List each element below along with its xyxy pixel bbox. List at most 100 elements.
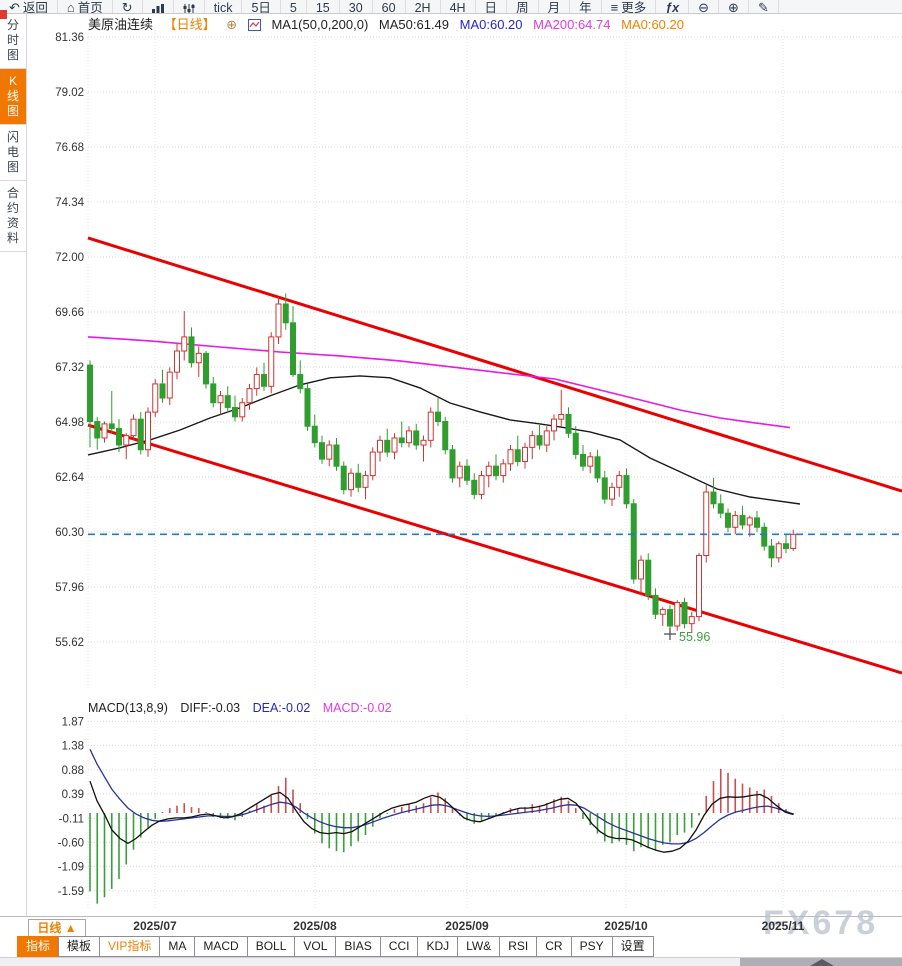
toolbar-5-button[interactable]: 5 <box>281 0 307 14</box>
kline-macd-chart-canvas[interactable]: 55.96 81.36 79.02 76.68 74.34 72.00 69.66 67.3… <box>0 13 902 916</box>
bar-chart-icon <box>151 4 164 13</box>
toolbar-label: 2H <box>414 1 431 14</box>
period-dropdown[interactable]: 日线 ▲ <box>28 919 86 937</box>
toolbar-menu-button[interactable]: ≡ 更多 <box>602 0 657 13</box>
back-icon: ↶ <box>9 0 20 14</box>
x-axis-row: 日线 ▲ 2025/07 2025/08 2025/09 2025/10 2025/11 <box>0 916 902 937</box>
refresh-icon: ↻ <box>121 0 133 14</box>
tab-BIAS[interactable]: BIAS <box>335 936 381 957</box>
toolbar-sliders-button[interactable] <box>174 0 205 13</box>
tab-PSY[interactable]: PSY <box>570 936 613 957</box>
sliders-icon <box>183 4 195 13</box>
svg-text:1.87: 1.87 <box>62 716 84 728</box>
toolbar-4H-button[interactable]: 4H <box>441 0 476 14</box>
toolbar-back-button[interactable]: ↶ 返回 <box>0 0 58 14</box>
toolbar-label: 5日 <box>251 1 271 14</box>
toolbar-zoom-out-button[interactable]: ⊖ <box>689 0 720 14</box>
indicator-tab-bar: 指标 模板 VIP指标 MA MACD BOLL VOL BIAS CCI KDJ LW& RSI CR… <box>17 936 654 957</box>
tab-模板[interactable]: 模板 <box>58 936 101 957</box>
toolbar-label: 5 <box>289 1 297 14</box>
toolbar-label: 15 <box>315 1 330 14</box>
toolbar-label: 年 <box>579 1 592 14</box>
macd-histogram <box>89 768 795 904</box>
sidebar-item-合约资料[interactable]: 合约资料 <box>0 181 26 252</box>
toolbar-2H-button[interactable]: 2H <box>406 0 441 14</box>
toolbar-label: ƒx <box>665 1 680 14</box>
tab-指标[interactable]: 指标 <box>17 936 60 957</box>
toolbar-label: 4H <box>449 1 466 14</box>
scroll-up-arrow[interactable] <box>810 959 834 966</box>
tab-VIP指标[interactable]: VIP指标 <box>99 936 161 957</box>
top-toolbar: ↶ 返回 ⌂ 首页 ↻ tick 5日 5 15 30 60 2H 4H 日周月年 ≡ 更多 ƒx ⊖ ⊕ ✎ <box>0 0 902 14</box>
toolbar-30-button[interactable]: 30 <box>340 0 373 13</box>
toolbar-label: 日 <box>484 1 498 14</box>
toolbar-label: tick <box>213 1 233 14</box>
zoom-out-icon: ⊖ <box>698 0 710 14</box>
macd-diff-line <box>89 780 794 853</box>
svg-text:72.00: 72.00 <box>55 252 84 264</box>
ma0-orange-value: MA0:60.20 <box>621 17 684 32</box>
tab-VOL[interactable]: VOL <box>294 936 337 957</box>
toolbar-周-button[interactable]: 周 <box>507 0 539 14</box>
toolbar-pencil-button[interactable]: ✎ <box>749 0 779 14</box>
toolbar-5日-button[interactable]: 5日 <box>242 0 281 14</box>
svg-text:-0.60: -0.60 <box>58 837 84 849</box>
svg-text:57.96: 57.96 <box>55 582 84 594</box>
toolbar-月-button[interactable]: 月 <box>539 0 571 13</box>
toolbar-zoom-in-button[interactable]: ⊕ <box>719 0 749 14</box>
tab-MACD[interactable]: MACD <box>194 936 248 957</box>
ma-settings: MA1(50,0,200,0) <box>271 17 369 32</box>
macd-header: MACD(13,8,9) DIFF:-0.03 DEA:-0.02 MACD:-… <box>88 701 401 715</box>
tab-BOLL[interactable]: BOLL <box>246 936 296 957</box>
svg-text:62.64: 62.64 <box>55 472 84 484</box>
ma50-line <box>87 375 801 505</box>
toolbar-refresh-button[interactable]: ↻ <box>113 0 143 14</box>
toolbar-label: 首页 <box>77 1 103 14</box>
svg-text:0.88: 0.88 <box>62 765 84 777</box>
sidebar-item-闪电图[interactable]: 闪电图 <box>0 125 26 181</box>
pencil-icon: ✎ <box>757 0 769 14</box>
svg-text:55.96: 55.96 <box>679 630 710 644</box>
kline-header: 美原油连续 【日线】 ⊕ MA1(50,0,200,0) MA50:61.49 … <box>88 14 691 34</box>
toolbar-ƒx-button[interactable]: ƒx <box>656 0 690 14</box>
svg-text:0.39: 0.39 <box>62 789 84 801</box>
candles <box>87 293 797 635</box>
toolbar-日-button[interactable]: 日 <box>476 0 508 14</box>
toolbar-label: 周 <box>516 1 529 14</box>
toolbar-60-button[interactable]: 60 <box>373 0 406 14</box>
tab-设置[interactable]: 设置 <box>611 936 654 957</box>
tab-MA[interactable]: MA <box>159 936 196 957</box>
x-axis-label: 2025/07 <box>133 919 177 933</box>
sidebar-item-分时图[interactable]: 分时图 <box>0 13 26 69</box>
add-indicator-icon[interactable]: ⊕ <box>226 17 238 32</box>
toolbar-label: 60 <box>381 1 396 14</box>
toolbar-bar-chart-button[interactable] <box>143 0 174 13</box>
period-label: 【日线】 <box>163 17 216 32</box>
zoom-in-icon: ⊕ <box>728 0 739 14</box>
svg-text:79.02: 79.02 <box>55 87 84 99</box>
macd-macd-value: MACD:-0.02 <box>322 701 392 715</box>
tab-RSI[interactable]: RSI <box>499 936 538 957</box>
toolbar-tick-button[interactable]: tick <box>205 0 243 14</box>
tab-CR[interactable]: CR <box>536 936 572 957</box>
toolbar-home-button[interactable]: ⌂ 首页 <box>58 0 113 14</box>
toolbar-15-button[interactable]: 15 <box>307 0 340 14</box>
mini-chart-icon[interactable] <box>247 19 261 34</box>
svg-text:-0.11: -0.11 <box>59 813 84 825</box>
ma50-value: MA50:61.49 <box>378 17 450 32</box>
horizontal-scrollbar[interactable] <box>0 957 902 966</box>
tab-KDJ[interactable]: KDJ <box>417 936 459 957</box>
svg-text:60.30: 60.30 <box>55 527 84 539</box>
svg-text:55.62: 55.62 <box>55 637 84 649</box>
tab-LW&[interactable]: LW& <box>457 936 501 957</box>
ma200-value: MA200:64.74 <box>533 17 611 32</box>
svg-text:81.36: 81.36 <box>55 32 84 44</box>
home-icon: ⌂ <box>66 0 75 14</box>
x-axis-label: 2025/08 <box>293 919 337 933</box>
macd-axis-labels: 1.87 1.38 0.88 0.39 -0.11 -0.60 -1.09 -1.59 <box>58 716 84 897</box>
tab-CCI[interactable]: CCI <box>379 936 419 957</box>
toolbar-年-button[interactable]: 年 <box>570 0 602 14</box>
